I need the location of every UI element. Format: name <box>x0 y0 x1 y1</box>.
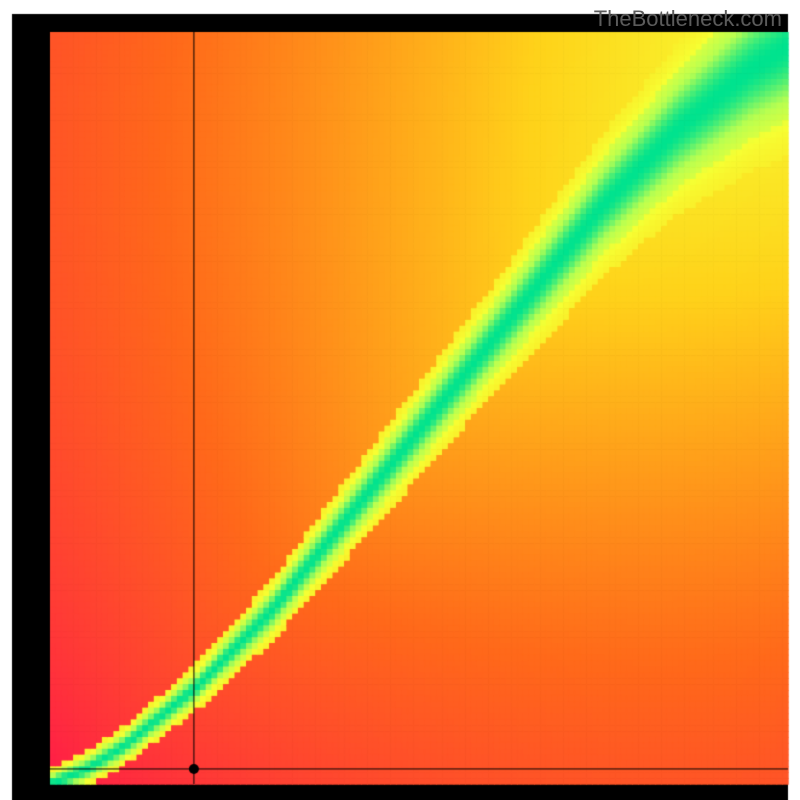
chart-container: TheBottleneck.com <box>0 0 800 800</box>
bottleneck-heatmap <box>0 0 800 800</box>
watermark-text: TheBottleneck.com <box>594 6 782 32</box>
